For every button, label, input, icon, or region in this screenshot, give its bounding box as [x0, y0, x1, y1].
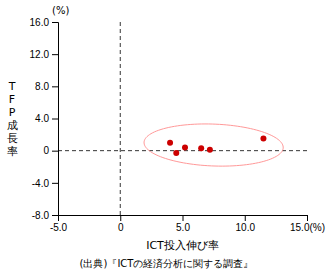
source-note: (出典)『ICTの経済分析に関する調査』: [80, 258, 254, 269]
x-tick: 10.0: [236, 215, 256, 233]
y-tick-mark: [52, 151, 58, 152]
y-axis-line: [52, 23, 59, 216]
y-unit: (%): [52, 5, 69, 16]
x-tick-mark: [245, 215, 246, 221]
y-tick-label: 0: [43, 145, 49, 156]
y-tick: -8.0: [32, 210, 58, 221]
point: [173, 150, 179, 156]
y-tick: -4.0: [32, 178, 58, 189]
point: [207, 147, 213, 153]
y-tick-label: -4.0: [32, 178, 50, 189]
x-tick-label: -5.0: [50, 222, 68, 233]
y-tick-label: 16.0: [30, 17, 50, 28]
plot: -5.0 0 5.0 10.0 15.0(%) -8.0 -4.0 0 4.0 8.0 12.0 16…: [30, 17, 325, 233]
y-tick: 16.0: [30, 17, 58, 28]
x-axis-line: [59, 216, 308, 222]
point: [167, 140, 173, 146]
y-tick-label: -8.0: [32, 210, 50, 221]
y-tick: 4.0: [35, 113, 58, 124]
x-tick-label: 15.0(%): [290, 222, 325, 233]
x-axis: -5.0 0 5.0 10.0 15.0(%): [50, 215, 325, 233]
y-tick-mark: [52, 183, 58, 184]
y-tick-mark: [52, 22, 58, 23]
x-tick: 5.0: [176, 215, 190, 233]
y-axis-title: TFP成長率: [7, 80, 18, 158]
y-tick-label: 4.0: [35, 113, 49, 124]
data-layer: [58, 22, 307, 215]
x-tick-label: 10.0: [236, 222, 256, 233]
y-axis: -8.0 -4.0 0 4.0 8.0 12.0 16.0: [30, 17, 59, 221]
point: [260, 136, 266, 142]
y-tick-mark: [52, 86, 58, 87]
y-tick-mark: [52, 215, 58, 216]
y-tick-label: 12.0: [30, 49, 50, 60]
x-tick-label: 0: [118, 222, 124, 233]
x-tick-mark: [183, 215, 184, 221]
point: [182, 144, 188, 150]
x-tick: -5.0: [50, 215, 68, 233]
x-tick: 0: [118, 215, 124, 233]
y-tick: 12.0: [30, 49, 58, 60]
chart: -5.0 0 5.0 10.0 15.0(%) -8.0 -4.0 0 4.0 8.0 12.0 16…: [0, 0, 333, 273]
y-tick-mark: [52, 119, 58, 120]
x-tick-label: 5.0: [176, 222, 190, 233]
x-tick-mark: [307, 215, 308, 221]
y-tick: 8.0: [35, 81, 58, 92]
y-tick: 0: [43, 145, 58, 156]
reference-line: [58, 150, 307, 151]
ellipse: [144, 124, 283, 166]
x-axis-title: ICT投入伸び率: [146, 239, 219, 252]
point: [198, 145, 204, 151]
reference-line: [120, 22, 121, 215]
x-tick-mark: [120, 215, 121, 221]
y-tick-mark: [52, 54, 58, 55]
x-tick: 15.0(%): [290, 215, 325, 233]
y-tick-label: 8.0: [35, 81, 49, 92]
